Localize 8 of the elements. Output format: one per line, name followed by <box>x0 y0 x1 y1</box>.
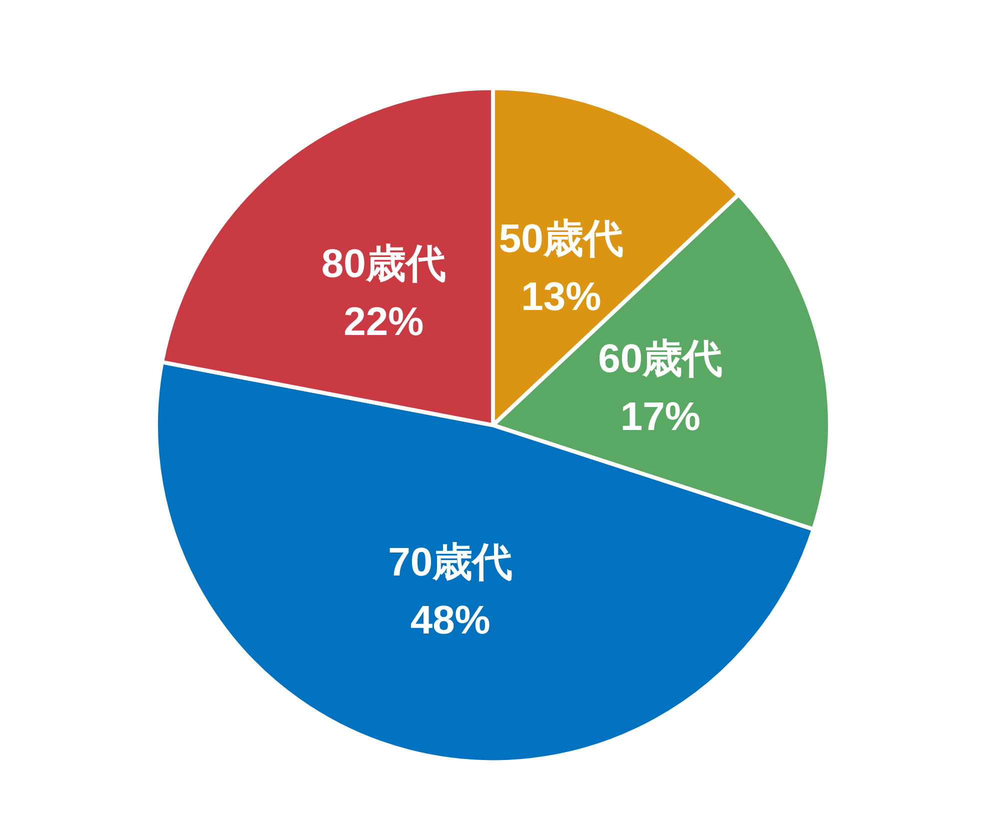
data-label: 17% <box>620 394 700 439</box>
data-label: 48% <box>410 598 490 642</box>
slice-label: 50歳代 <box>498 216 624 261</box>
slice-label: 60歳代 <box>598 336 723 381</box>
slice-label: 70歳代 <box>388 540 513 584</box>
data-label: 22% <box>344 300 424 344</box>
data-label: 13% <box>521 274 602 319</box>
slice-label: 80歳代 <box>321 242 446 286</box>
